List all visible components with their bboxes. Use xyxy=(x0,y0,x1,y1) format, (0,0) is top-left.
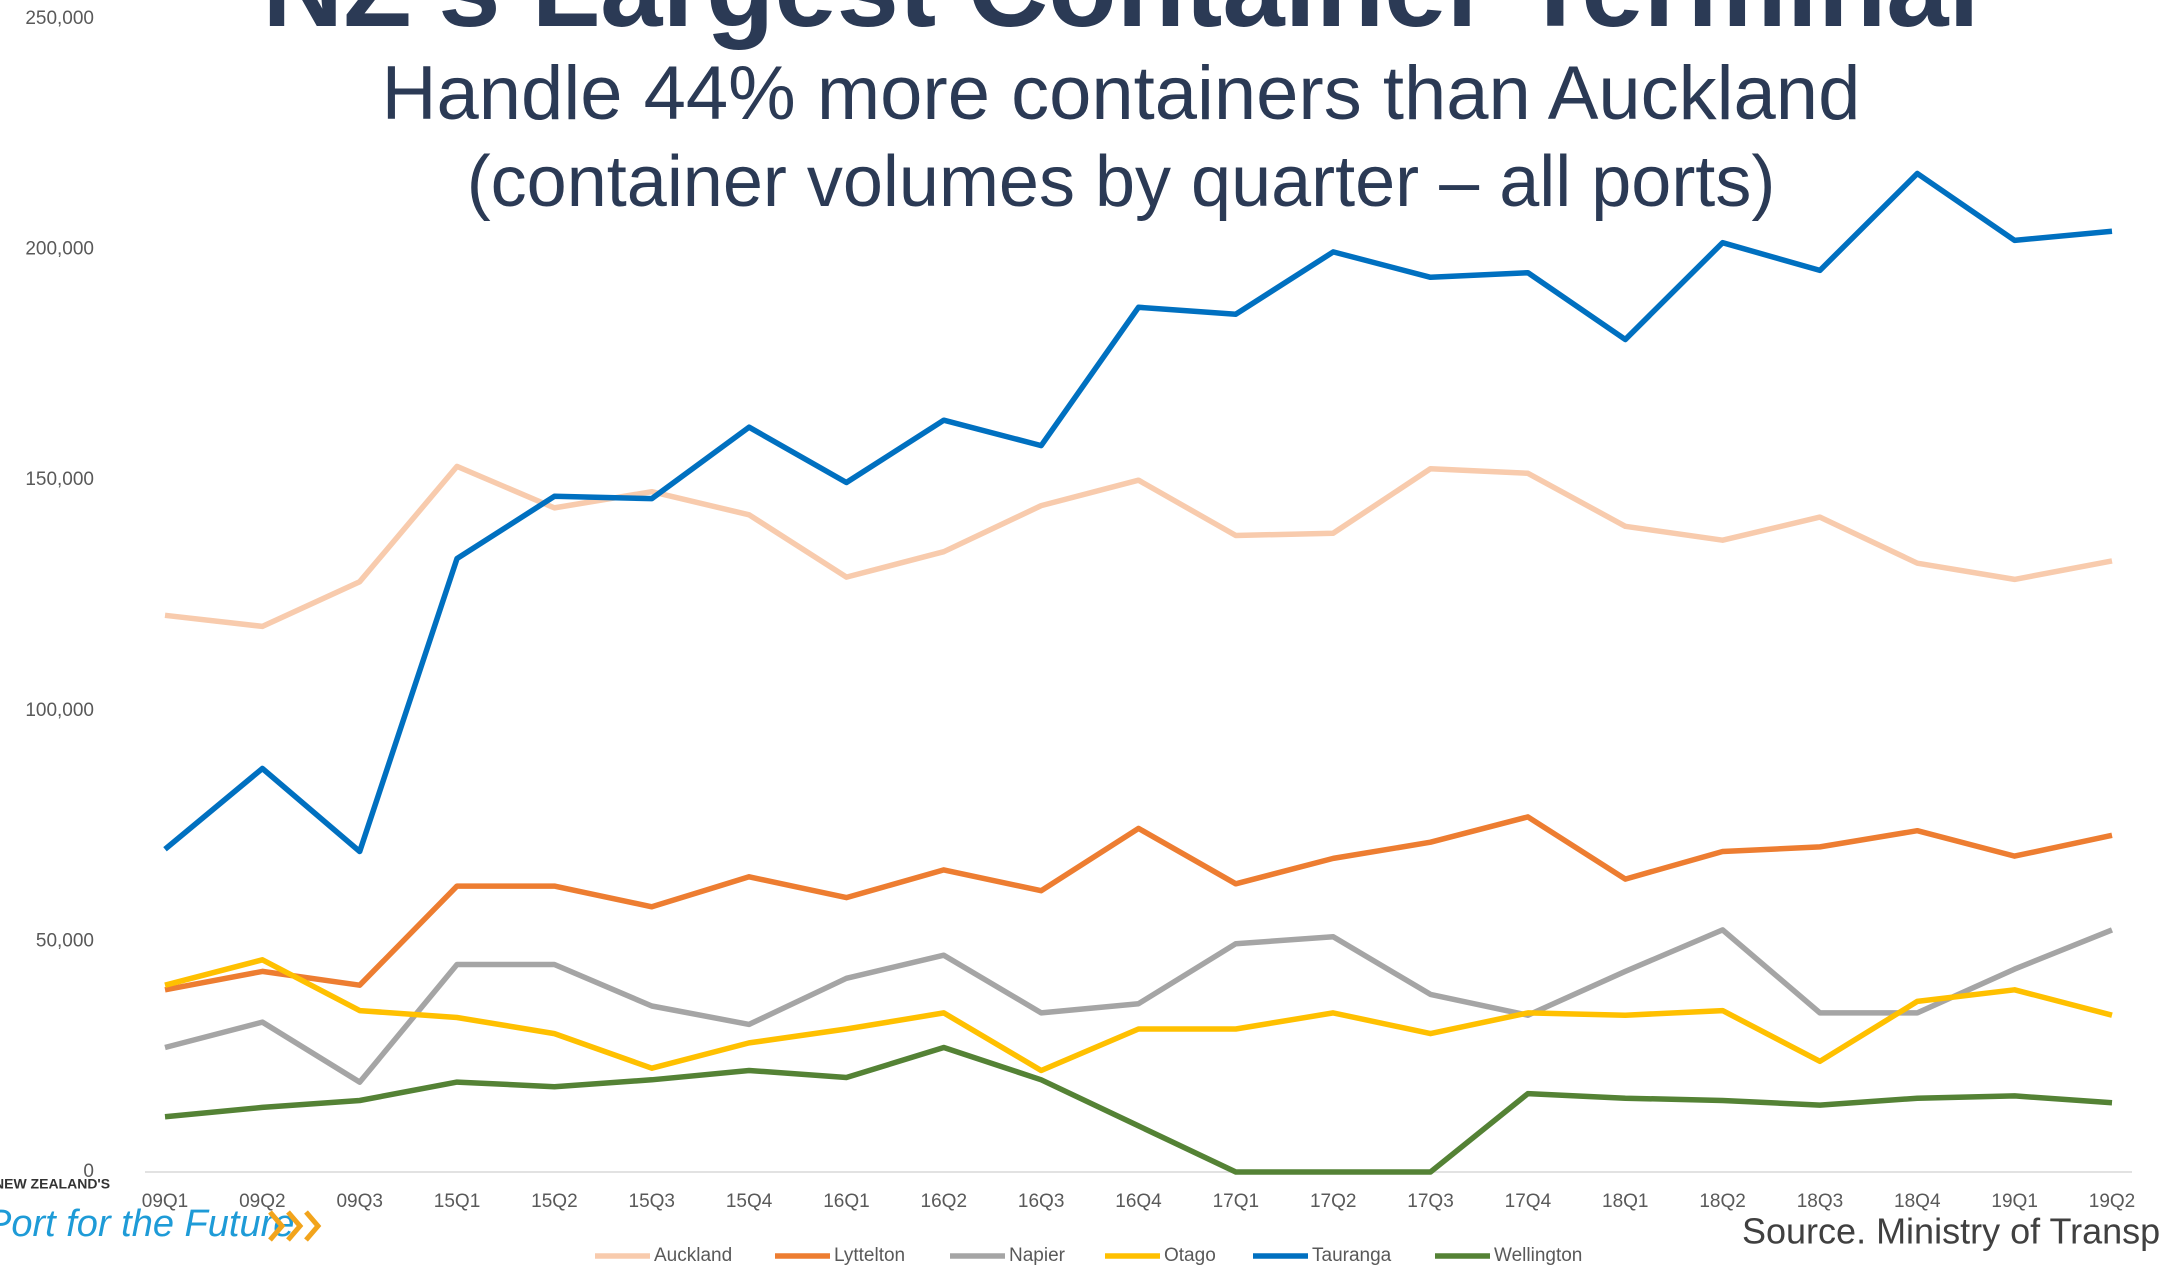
y-tick-label: 150,000 xyxy=(25,469,94,490)
x-tick-label: 17Q2 xyxy=(1310,1191,1356,1212)
series-line xyxy=(163,170,2113,855)
x-tick-label: 16Q3 xyxy=(1018,1191,1064,1212)
x-tick-label: 19Q1 xyxy=(1991,1191,2037,1212)
x-tick-label: 16Q4 xyxy=(1115,1191,1162,1212)
x-tick-label: 18Q1 xyxy=(1602,1191,1648,1212)
legend-label: Auckland xyxy=(654,1245,732,1266)
x-tick-label: 09Q2 xyxy=(239,1191,285,1212)
legend-label: Lyttelton xyxy=(834,1245,905,1266)
x-tick-label: 17Q1 xyxy=(1213,1191,1259,1212)
series-line xyxy=(164,814,2113,993)
series-line xyxy=(164,927,2114,1085)
x-tick-label: 16Q1 xyxy=(823,1191,869,1212)
y-tick-label: 50,000 xyxy=(36,930,94,951)
logo-arrows xyxy=(268,1210,322,1242)
legend-label: Wellington xyxy=(1494,1245,1582,1266)
x-tick-label: 19Q2 xyxy=(2089,1191,2135,1212)
legend-label: Napier xyxy=(1009,1245,1066,1266)
y-tick-label: 250,000 xyxy=(25,8,94,29)
legend-label: Tauranga xyxy=(1312,1245,1392,1266)
source-note: Source. Ministry of Transport xyxy=(1742,1211,2159,1252)
x-tick-label: 15Q1 xyxy=(434,1191,480,1212)
chart-subtitle: (container volumes by quarter – all port… xyxy=(467,142,1776,222)
logo-text: Port for the Future xyxy=(0,1203,294,1245)
chart-subtitle: Handle 44% more containers than Auckland xyxy=(382,51,1861,136)
x-tick-label: 18Q4 xyxy=(1894,1191,1941,1212)
x-tick-label: 15Q2 xyxy=(531,1191,577,1212)
x-tick-label: 16Q2 xyxy=(921,1191,967,1212)
series-line xyxy=(164,463,2113,630)
series-line xyxy=(164,957,2113,1074)
x-tick-label: 15Q3 xyxy=(629,1191,675,1212)
x-tick-label: 15Q4 xyxy=(726,1191,773,1212)
y-tick-label: 0 xyxy=(83,1161,94,1182)
y-tick-label: 100,000 xyxy=(25,700,94,721)
x-tick-label: 09Q1 xyxy=(142,1191,188,1212)
x-tick-label: 09Q3 xyxy=(336,1191,382,1212)
x-tick-label: 17Q4 xyxy=(1505,1191,1552,1212)
legend-label: Otago xyxy=(1164,1245,1216,1266)
x-tick-label: 17Q3 xyxy=(1407,1191,1453,1212)
x-tick-label: 18Q3 xyxy=(1797,1191,1843,1212)
x-tick-label: 18Q2 xyxy=(1699,1191,1745,1212)
logo-text: NEW ZEALAND'S xyxy=(0,1176,110,1192)
series-line xyxy=(164,1044,2113,1175)
chart-title: NZ's Largest Container Terminal xyxy=(262,0,1979,50)
y-tick-label: 200,000 xyxy=(25,239,94,260)
